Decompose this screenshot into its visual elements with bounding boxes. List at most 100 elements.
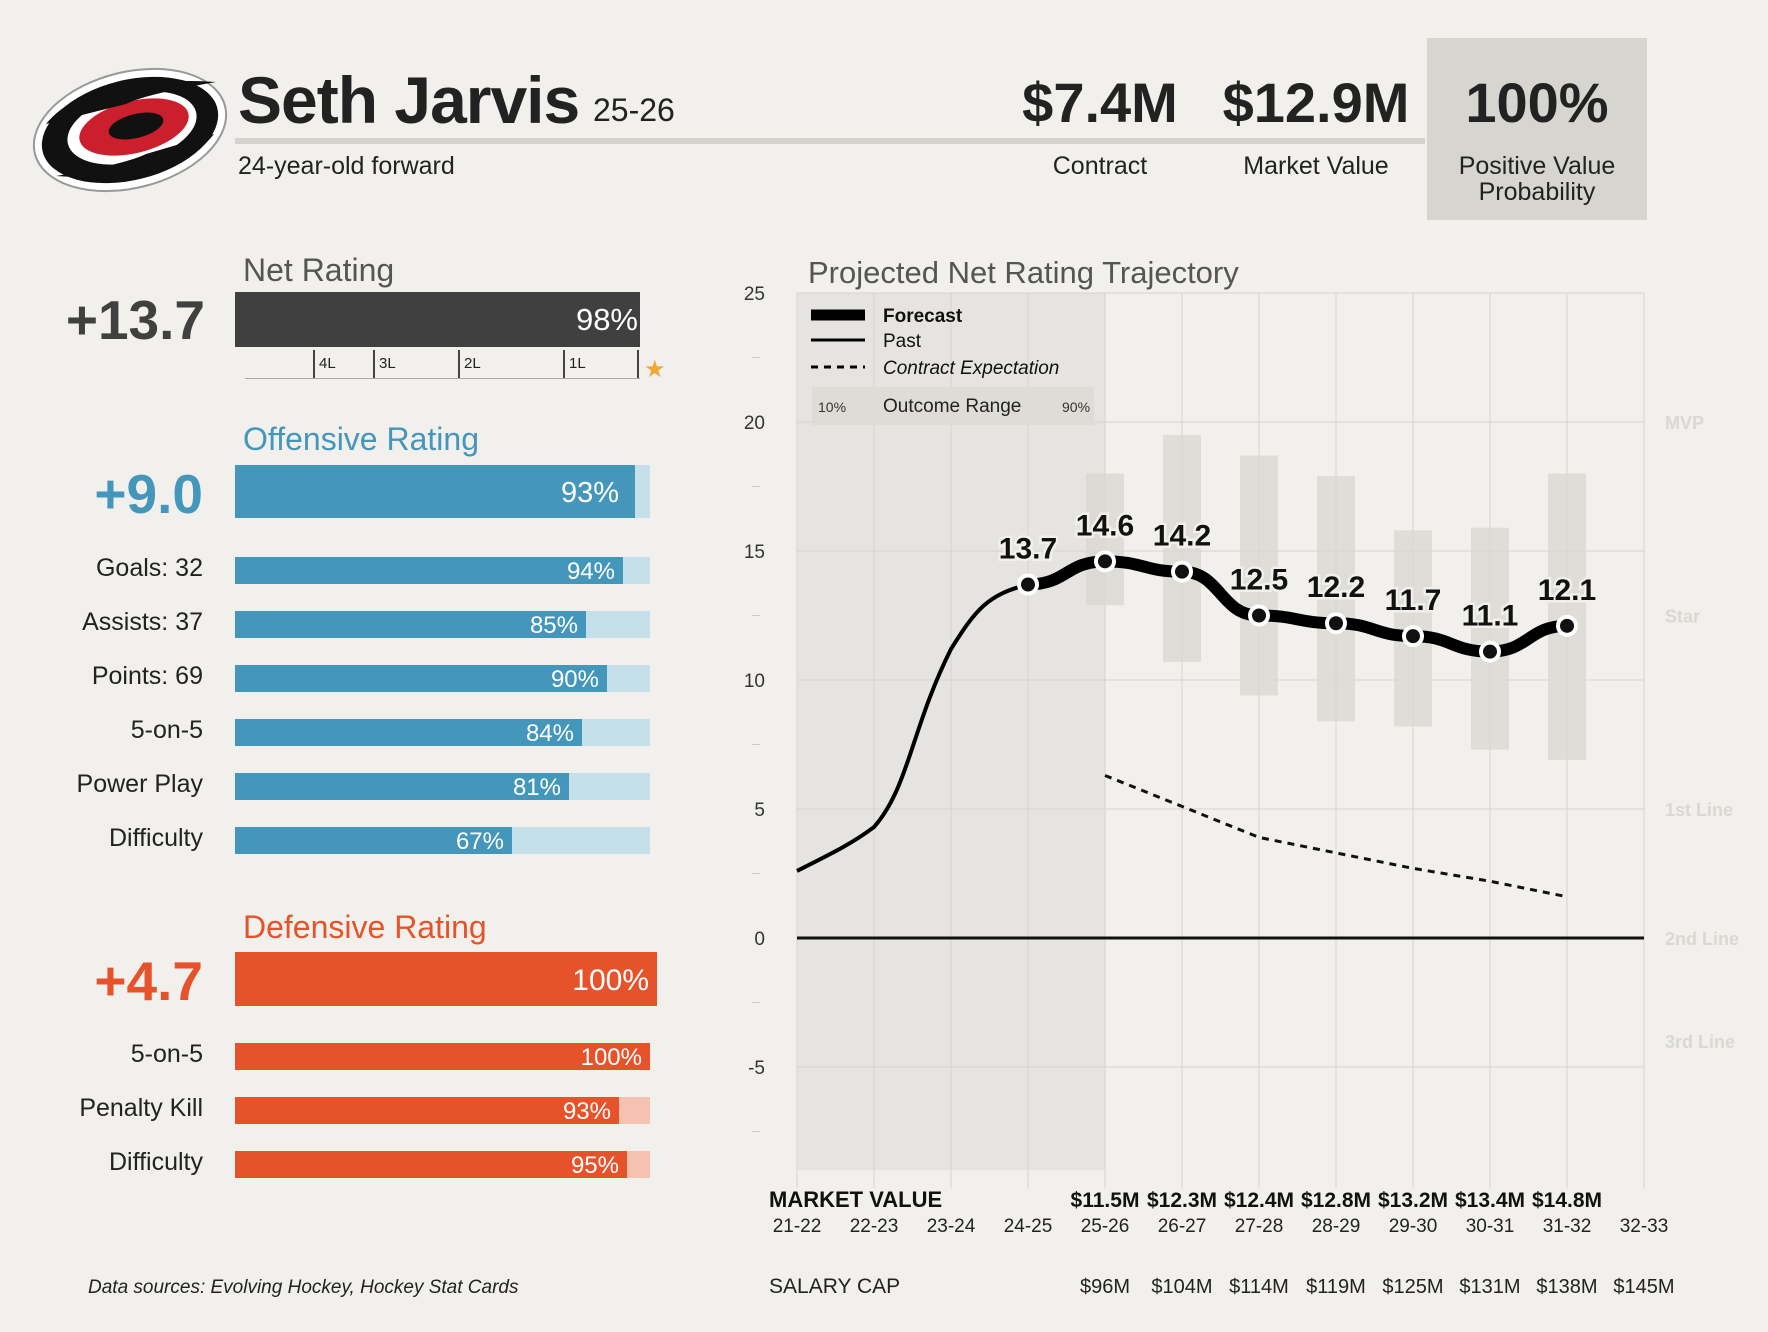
forecast-point	[1556, 614, 1578, 637]
tier-label: Star	[1665, 607, 1700, 627]
net-rating-percent: 98%	[575, 302, 638, 337]
offensive-row-bar: 90%	[235, 665, 650, 693]
market-value-tick: $14.8M	[1532, 1189, 1602, 1212]
market-value-label: Market Value	[1243, 152, 1389, 180]
player-description: 24-year-old forward	[238, 152, 455, 180]
forecast-point	[1402, 625, 1424, 648]
contract-label: Contract	[1052, 152, 1148, 180]
defensive-row-percent: 95%	[570, 1152, 619, 1179]
net-rating-value: +13.7	[65, 289, 205, 351]
chart-title: Projected Net Rating Trajectory	[808, 255, 1239, 290]
forecast-point	[1017, 573, 1039, 596]
offensive-row-percent: 84%	[525, 720, 574, 747]
rank-2l: 2L	[458, 350, 481, 378]
forecast-value-label: 12.5	[1230, 564, 1288, 597]
defensive-row-bar-fill	[235, 1097, 619, 1124]
offensive-rating-percent: 93%	[560, 477, 619, 509]
past-line	[796, 582, 1029, 873]
rank-4l: 4L	[313, 350, 336, 378]
defensive-row-bar: 100%	[235, 1043, 650, 1071]
legend-range-label: Outcome Range	[883, 396, 1021, 417]
offensive-rating-value: +9.0	[94, 463, 203, 525]
season-label: 25-26	[593, 92, 675, 128]
market-value-row-title: MARKET VALUE	[769, 1187, 942, 1212]
rank-1l: 1L	[563, 350, 586, 378]
forecast-value-label: 14.2	[1153, 520, 1211, 553]
x-tick-label: 29-30	[1389, 1216, 1438, 1237]
legend-past-label: Past	[883, 331, 922, 352]
tier-label: 3rd Line	[1665, 1032, 1735, 1052]
market-value: $12.9M	[1222, 71, 1410, 134]
offensive-row-label: Goals: 32	[95, 554, 203, 582]
offensive-rating-bar-fill	[235, 465, 635, 518]
defensive-rating-percent: 100%	[572, 964, 649, 997]
offensive-row-bar: 84%	[235, 719, 650, 747]
forecast-point	[1325, 612, 1347, 635]
legend-forecast-label: Forecast	[883, 306, 963, 327]
defensive-row-bar: 95%	[235, 1151, 650, 1179]
x-tick-label: 31-32	[1543, 1216, 1592, 1237]
hurricanes-logo-icon	[32, 67, 228, 193]
defensive-row-bar-fill	[235, 1043, 650, 1070]
positive-value-probability: 100%	[1465, 71, 1609, 134]
outcome-range-bar	[1471, 527, 1509, 750]
defensive-row-percent: 100%	[580, 1044, 642, 1071]
offensive-row-percent: 90%	[550, 666, 599, 693]
tier-label: 1st Line	[1665, 800, 1733, 820]
forecast-value-label: 14.6	[1076, 509, 1134, 542]
salary-cap-tick: $138M	[1536, 1276, 1597, 1298]
forecast-value-label: 13.7	[999, 533, 1057, 566]
forecast-value-label: 12.2	[1307, 571, 1365, 604]
y-tick-label: 0	[754, 929, 765, 950]
salary-cap-tick: $96M	[1080, 1276, 1130, 1298]
offensive-row-bar: 81%	[235, 773, 650, 801]
salary-cap-tick: $125M	[1382, 1276, 1443, 1298]
offensive-row-label: Assists: 37	[82, 608, 203, 636]
defensive-row-bar-fill	[235, 1151, 627, 1178]
forecast-point	[1248, 604, 1270, 627]
defensive-row-label: 5-on-5	[130, 1040, 203, 1068]
forecast-point	[1479, 640, 1501, 663]
offensive-row-percent: 94%	[566, 558, 615, 585]
data-source-note: Data sources: Evolving Hockey, Hockey St…	[88, 1277, 519, 1298]
market-value-tick: $13.4M	[1455, 1189, 1525, 1212]
net-rating-bar: 98%	[235, 292, 648, 347]
x-tick-label: 30-31	[1466, 1216, 1515, 1237]
defensive-rating-value: +4.7	[94, 950, 203, 1012]
offensive-row-percent: 67%	[455, 828, 504, 855]
y-tick-label: 15	[744, 542, 765, 563]
defensive-rating-bar-fill	[235, 952, 657, 1006]
y-tick-label: 20	[744, 413, 765, 434]
salary-cap-tick: $131M	[1459, 1276, 1520, 1298]
offensive-row-bar: 94%	[235, 557, 650, 585]
offensive-rating-bar: 93%	[235, 465, 650, 518]
player-name: Seth Jarvis	[238, 63, 580, 137]
defensive-rating-title: Defensive Rating	[243, 909, 487, 945]
y-tick-label: 5	[754, 800, 765, 821]
y-tick-label: -5	[748, 1058, 765, 1079]
positive-value-label: Positive Value Probability	[1458, 152, 1616, 206]
offensive-row-bar-fill	[235, 827, 512, 854]
forecast-point	[1094, 550, 1116, 573]
x-tick-label: 23-24	[927, 1216, 976, 1237]
market-value-tick: $11.5M	[1071, 1189, 1140, 1212]
defensive-row-bar: 93%	[235, 1097, 650, 1125]
offensive-row-bar-fill	[235, 719, 582, 746]
rank-end	[637, 350, 643, 378]
defensive-row-label: Penalty Kill	[79, 1094, 203, 1122]
legend-range-swatch	[812, 387, 1094, 425]
x-tick-label: 25-26	[1081, 1216, 1130, 1237]
outcome-range-bar	[1163, 434, 1201, 662]
x-tick-label: 28-29	[1312, 1216, 1361, 1237]
tier-label: 2nd Line	[1665, 929, 1739, 949]
net-rating-title: Net Rating	[243, 252, 395, 288]
salary-cap-tick: $114M	[1229, 1276, 1289, 1298]
x-tick-label: 21-22	[773, 1216, 822, 1237]
offensive-row-bar-fill	[235, 665, 607, 692]
legend-range-low: 10%	[818, 399, 846, 415]
market-value-tick: $12.3M	[1147, 1189, 1217, 1212]
offensive-rating-title: Offensive Rating	[243, 421, 479, 457]
y-tick-label: 25	[744, 284, 765, 305]
forecast-value-label: 11.1	[1462, 600, 1519, 633]
offensive-row-bar-fill	[235, 611, 586, 638]
